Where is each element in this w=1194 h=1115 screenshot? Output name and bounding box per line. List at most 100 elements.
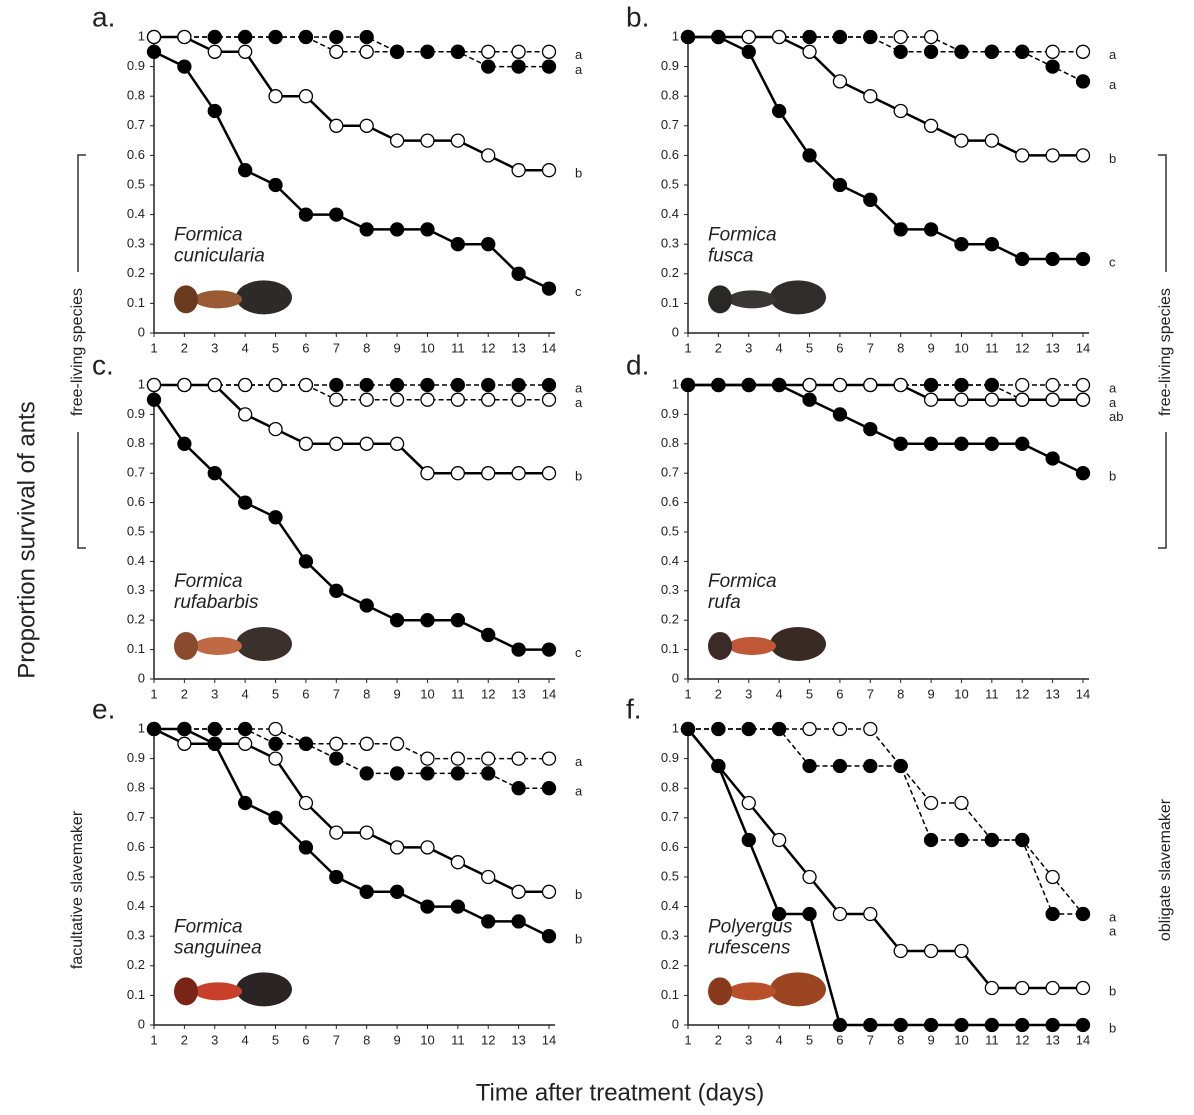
marker xyxy=(481,869,496,885)
marker xyxy=(177,29,192,45)
marker xyxy=(207,29,222,45)
marker xyxy=(389,736,405,751)
y-tick-label: 0.6 xyxy=(127,494,145,509)
marker xyxy=(481,914,496,929)
marker xyxy=(511,781,526,796)
y-tick-label: 0.3 xyxy=(127,236,145,251)
marker xyxy=(329,118,344,133)
x-tick-label: 3 xyxy=(745,1032,752,1047)
y-tick-label: 1 xyxy=(672,376,679,391)
marker xyxy=(984,436,999,451)
marker xyxy=(511,751,526,766)
x-tick-label: 10 xyxy=(954,1032,968,1047)
marker xyxy=(238,44,253,59)
marker xyxy=(1075,392,1091,407)
marker xyxy=(1075,466,1091,481)
marker xyxy=(329,44,344,59)
ant-head xyxy=(708,977,732,1006)
y-tick-label: 0.8 xyxy=(661,88,679,103)
y-tick-label: 0.2 xyxy=(661,957,679,972)
y-tick-label: 0.2 xyxy=(661,265,679,280)
significance-letter: a xyxy=(575,47,583,62)
y-tick-label: 0 xyxy=(138,670,145,685)
x-tick-label: 5 xyxy=(272,1032,279,1047)
ant-head xyxy=(708,631,732,660)
marker xyxy=(207,721,222,737)
y-tick-label: 0.5 xyxy=(127,523,145,538)
y-tick-label: 0.9 xyxy=(661,58,679,73)
marker xyxy=(359,377,374,393)
marker xyxy=(984,832,999,848)
marker xyxy=(329,869,344,885)
significance-letter: b xyxy=(1109,983,1116,998)
marker xyxy=(238,377,253,393)
marker xyxy=(1015,832,1030,848)
marker xyxy=(863,89,878,104)
y-tick-label: 0.5 xyxy=(661,176,679,191)
marker xyxy=(1045,869,1060,885)
y-tick-label: 0 xyxy=(138,1016,145,1031)
marker xyxy=(1015,392,1030,407)
marker xyxy=(511,392,526,407)
marker xyxy=(923,832,939,848)
x-tick-label: 9 xyxy=(393,340,400,355)
marker xyxy=(389,766,405,781)
marker xyxy=(954,377,969,393)
marker xyxy=(1045,251,1060,267)
x-tick-label: 9 xyxy=(393,1032,400,1047)
marker xyxy=(329,751,344,766)
marker xyxy=(389,133,405,148)
species-name: rufabarbis xyxy=(174,592,259,613)
marker xyxy=(511,44,526,59)
x-tick-label: 7 xyxy=(333,340,340,355)
ant-thorax xyxy=(194,982,242,1001)
marker xyxy=(238,29,253,45)
significance-letter: c xyxy=(1109,254,1116,269)
significance-letter: ab xyxy=(1109,409,1123,424)
marker xyxy=(450,44,465,59)
marker xyxy=(832,1017,848,1033)
marker xyxy=(1045,392,1060,407)
marker xyxy=(450,392,465,407)
x-tick-label: 11 xyxy=(985,1032,999,1047)
marker xyxy=(1015,436,1030,451)
marker xyxy=(1045,377,1060,393)
marker xyxy=(146,377,162,393)
series-line xyxy=(688,728,1084,915)
y-tick-label: 0.8 xyxy=(127,88,145,103)
marker xyxy=(420,751,435,766)
marker xyxy=(146,721,162,737)
x-tick-label: 11 xyxy=(451,1032,465,1047)
marker xyxy=(954,832,969,848)
y-tick-label: 0 xyxy=(672,324,679,339)
marker xyxy=(954,436,969,451)
species-name: Formica xyxy=(708,224,777,245)
group-label: free-living species xyxy=(1157,288,1174,416)
x-tick-label: 9 xyxy=(393,686,400,701)
x-tick-label: 4 xyxy=(776,340,783,355)
marker xyxy=(541,59,557,74)
marker xyxy=(268,377,283,393)
y-tick-label: 0.8 xyxy=(127,780,145,795)
x-tick-label: 10 xyxy=(420,686,434,701)
marker xyxy=(329,736,344,751)
x-tick-label: 4 xyxy=(242,1032,249,1047)
marker xyxy=(1075,148,1091,163)
marker xyxy=(541,163,557,178)
y-tick-label: 0.9 xyxy=(127,750,145,765)
marker xyxy=(268,177,283,193)
species-name: rufescens xyxy=(708,937,791,958)
marker xyxy=(1075,44,1091,59)
y-tick-label: 0.7 xyxy=(127,465,145,480)
marker xyxy=(923,795,939,811)
marker xyxy=(1045,59,1060,74)
y-tick-label: 0.6 xyxy=(127,839,145,854)
ant-gaster xyxy=(770,280,826,315)
species-name: fusca xyxy=(708,245,753,266)
group-label: facultative slavemaker xyxy=(69,810,86,969)
marker xyxy=(984,133,999,148)
marker xyxy=(329,29,344,45)
ant-gaster xyxy=(770,626,826,661)
marker xyxy=(741,795,756,811)
x-tick-label: 6 xyxy=(836,686,843,701)
